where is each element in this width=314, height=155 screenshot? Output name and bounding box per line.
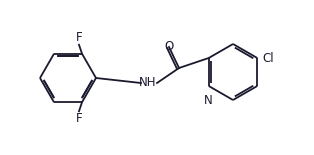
Text: Cl: Cl: [262, 51, 274, 64]
Text: F: F: [76, 112, 82, 125]
Text: F: F: [76, 31, 82, 44]
Text: N: N: [203, 94, 212, 107]
Text: O: O: [164, 40, 174, 53]
Text: NH: NH: [139, 77, 157, 89]
